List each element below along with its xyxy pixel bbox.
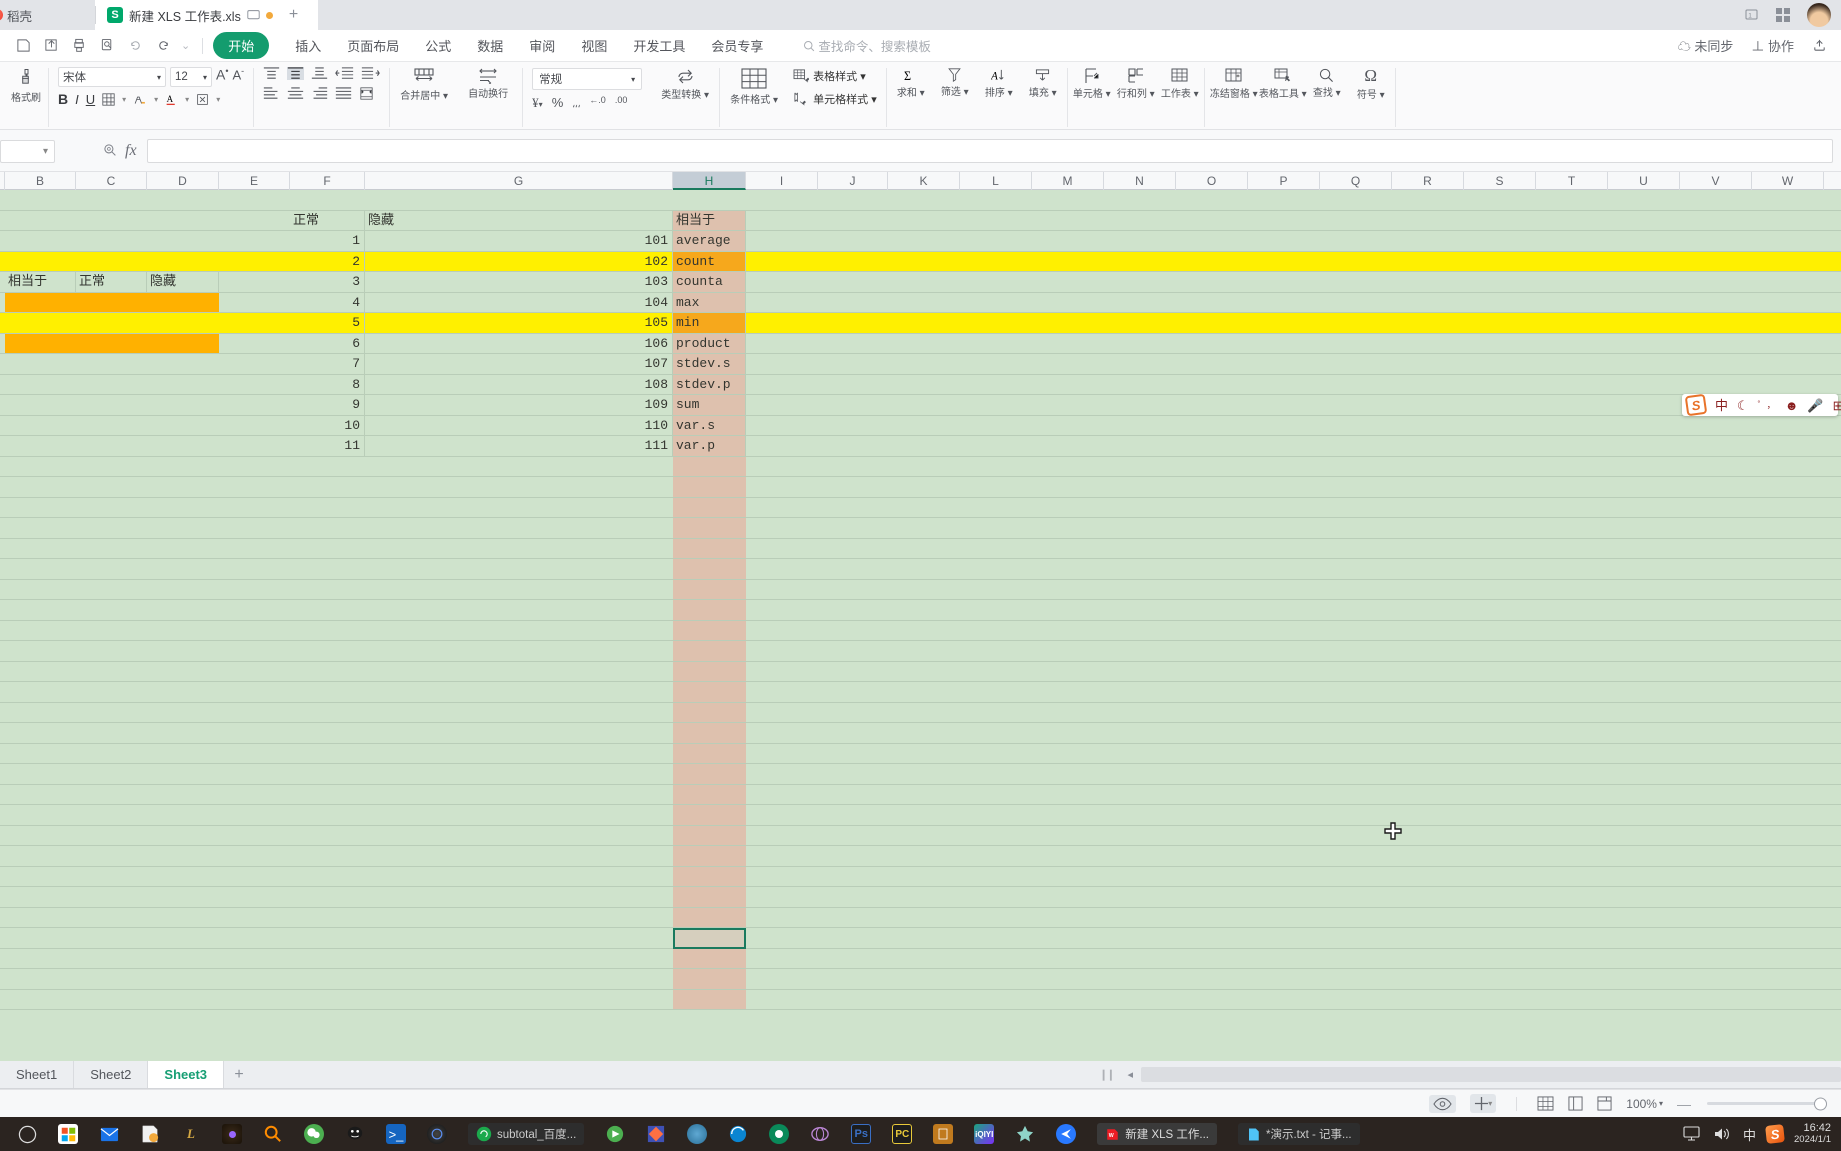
svg-text:A: A bbox=[991, 70, 998, 82]
svg-text:A: A bbox=[167, 93, 174, 103]
svg-text:W: W bbox=[1109, 1132, 1114, 1138]
svg-text:*: * bbox=[1237, 74, 1241, 82]
svg-text:Σ: Σ bbox=[904, 69, 911, 83]
svg-text:1: 1 bbox=[1748, 12, 1752, 19]
